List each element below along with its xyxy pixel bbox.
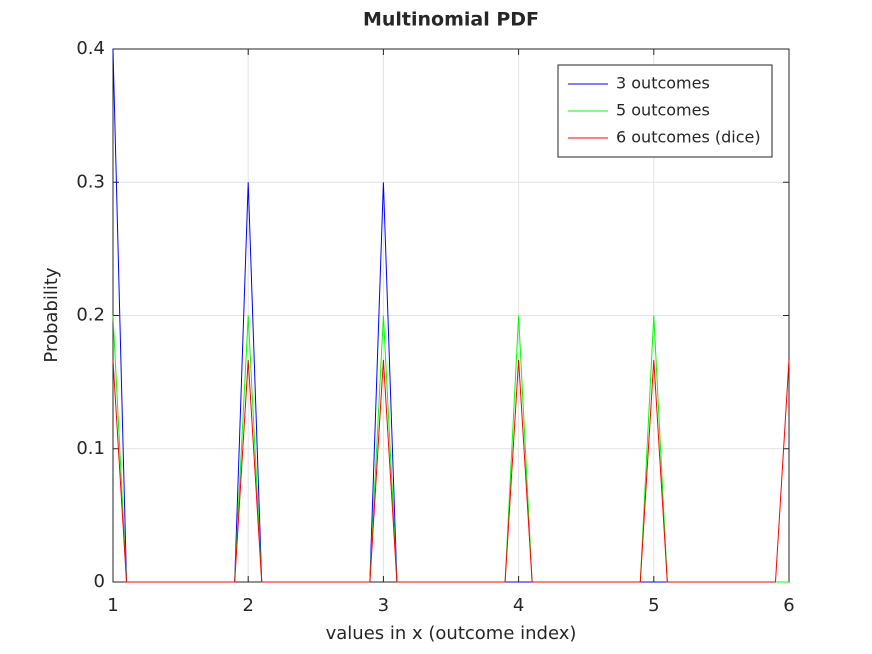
y-axis-label: Probability [41,267,62,362]
chart-title: Multinomial PDF [363,9,539,31]
legend: 3 outcomes 5 outcomes 6 outcomes (dice) [557,64,773,158]
x-tick-label: 5 [648,595,659,616]
y-tick-label: 0.3 [76,171,105,192]
y-tick-label: 0 [94,571,105,592]
legend-label: 6 outcomes (dice) [616,128,761,147]
x-tick-label: 4 [513,595,524,616]
x-tick-label: 6 [783,595,794,616]
x-axis-label: values in x (outcome index) [326,623,577,644]
y-tick-label: 0.4 [76,38,105,59]
x-tick-label: 1 [107,595,118,616]
x-tick-label: 3 [378,595,389,616]
line-series [112,359,790,583]
legend-label: 5 outcomes [616,101,710,120]
y-tick-label: 0.1 [76,438,105,459]
legend-label: 3 outcomes [616,74,710,93]
x-tick-label: 2 [242,595,253,616]
y-tick-label: 0.2 [76,305,105,326]
